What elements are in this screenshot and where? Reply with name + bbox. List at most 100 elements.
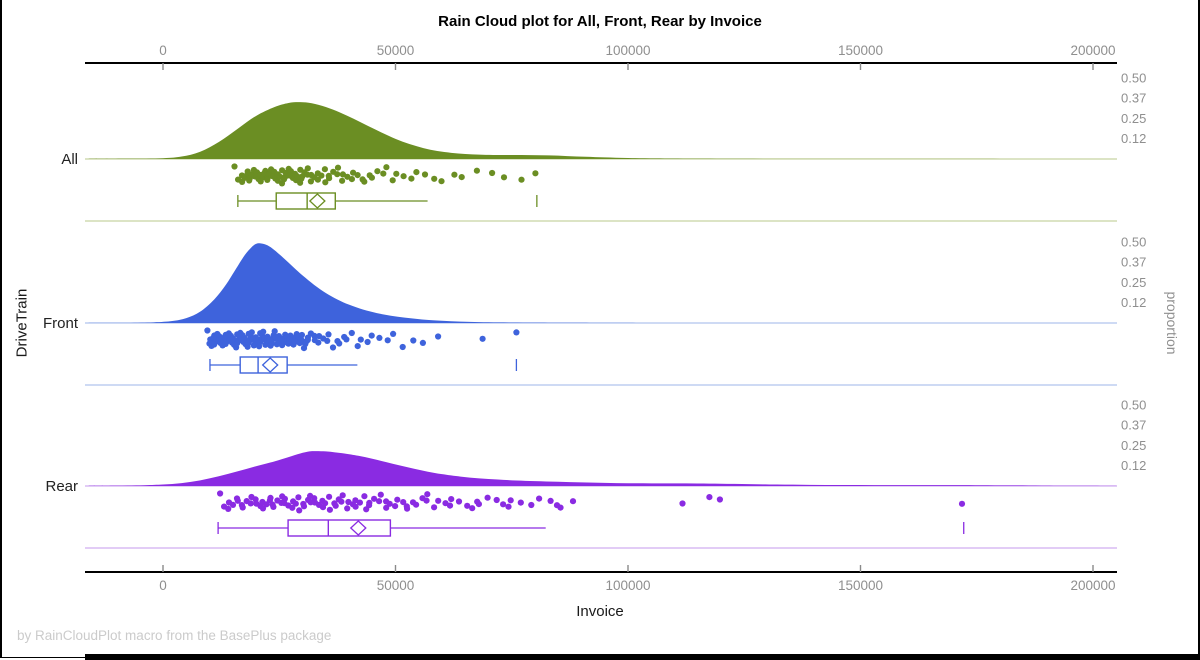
rain-point: [390, 330, 397, 337]
rain-point: [231, 163, 238, 170]
bottom-x-tick-label: 200000: [1070, 578, 1115, 593]
rain-point: [314, 176, 321, 183]
rain-point: [423, 497, 430, 504]
x-axis-label: Invoice: [576, 603, 624, 620]
rain-point: [204, 327, 211, 334]
rain-point: [322, 500, 329, 507]
rain-point: [438, 178, 445, 185]
rain-point: [368, 174, 375, 181]
rain-point: [383, 504, 390, 511]
rain-point: [431, 175, 438, 182]
density-cloud-all: [88, 102, 1117, 159]
rain-point: [322, 179, 329, 186]
rain-point: [229, 501, 237, 508]
rain-point: [344, 505, 351, 512]
rain-point: [410, 337, 417, 344]
top-x-tick-label: 0: [159, 43, 167, 58]
proportion-tick-label: 0.37: [1121, 418, 1146, 433]
rain-point: [261, 170, 268, 177]
rain-point: [377, 491, 384, 498]
rain-point: [532, 170, 539, 177]
rain-point: [489, 169, 496, 177]
rain-point: [517, 499, 524, 506]
y-axis-label: DriveTrain: [13, 288, 31, 358]
proportion-tick-label: 0.12: [1121, 458, 1146, 473]
rain-point: [679, 500, 686, 507]
rain-point: [280, 176, 288, 183]
rain-point: [234, 497, 241, 504]
rain-point: [304, 165, 311, 172]
rain-point: [479, 335, 486, 342]
rain-point: [352, 503, 359, 510]
rain-point: [451, 171, 458, 178]
rain-point: [368, 332, 375, 339]
y2-axis-label: proportion: [1164, 291, 1180, 355]
top-x-tick-label: 150000: [838, 43, 883, 58]
density-cloud-rear: [88, 451, 1117, 486]
rain-point: [271, 328, 278, 335]
rain-point: [264, 176, 271, 183]
rain-point: [257, 339, 264, 346]
rain-point: [354, 172, 361, 179]
box-all: [275, 192, 336, 210]
rain-point: [366, 502, 373, 509]
rain-point: [547, 497, 554, 504]
rain-point: [268, 338, 275, 345]
rain-point: [374, 168, 381, 175]
category-label-front: Front: [43, 315, 79, 332]
rain-point: [386, 500, 393, 507]
bottom-x-tick-label: 150000: [838, 578, 883, 593]
rain-point: [413, 169, 420, 176]
rain-point: [569, 498, 577, 505]
rain-point: [393, 170, 400, 177]
rain-point: [225, 505, 232, 512]
chart-title: Rain Cloud plot for All, Front, Rear by …: [438, 13, 762, 30]
density-cloud-front: [88, 243, 1117, 323]
proportion-tick-label: 0.50: [1121, 397, 1146, 412]
rain-point: [246, 177, 253, 184]
window-bottom-scrollbar[interactable]: [85, 654, 1200, 660]
rain-point: [329, 344, 337, 351]
proportion-tick-label: 0.50: [1121, 70, 1146, 85]
window-border-right: [1198, 0, 1200, 660]
rain-point: [307, 178, 314, 185]
rain-point: [383, 164, 390, 171]
rain-point: [371, 495, 378, 502]
rain-point: [222, 340, 229, 347]
rain-point: [413, 501, 420, 508]
rain-point: [361, 493, 368, 500]
rain-point: [421, 171, 429, 178]
rain-point: [334, 164, 342, 171]
proportion-tick-label: 0.25: [1121, 275, 1146, 290]
rain-point: [300, 503, 308, 510]
rain-point: [260, 328, 267, 335]
top-x-tick-label: 50000: [377, 43, 415, 58]
window-border-bottom: [0, 657, 85, 658]
window-border-left: [0, 0, 2, 658]
rain-point: [400, 499, 407, 506]
rain-point: [343, 336, 350, 343]
rain-point: [557, 504, 564, 511]
rain-point: [354, 343, 361, 350]
rain-point: [392, 503, 399, 510]
rain-point: [234, 340, 241, 347]
rain-point: [464, 502, 471, 509]
rain-point: [536, 495, 543, 502]
category-label-rear: Rear: [45, 478, 78, 495]
footer-note: by RainCloudPlot macro from the BasePlus…: [17, 628, 332, 643]
rain-point: [324, 337, 331, 344]
rain-point: [376, 334, 383, 341]
rain-point: [404, 505, 411, 512]
rain-point: [473, 167, 480, 174]
rain-point: [247, 500, 254, 507]
rain-point: [211, 341, 218, 348]
rain-point: [334, 171, 341, 178]
rain-point: [448, 496, 455, 503]
rain-point: [325, 331, 332, 338]
rain-point: [394, 496, 401, 503]
rain-point: [389, 177, 396, 184]
rain-point: [513, 329, 520, 336]
rain-point: [289, 504, 296, 511]
rain-point: [408, 175, 415, 182]
